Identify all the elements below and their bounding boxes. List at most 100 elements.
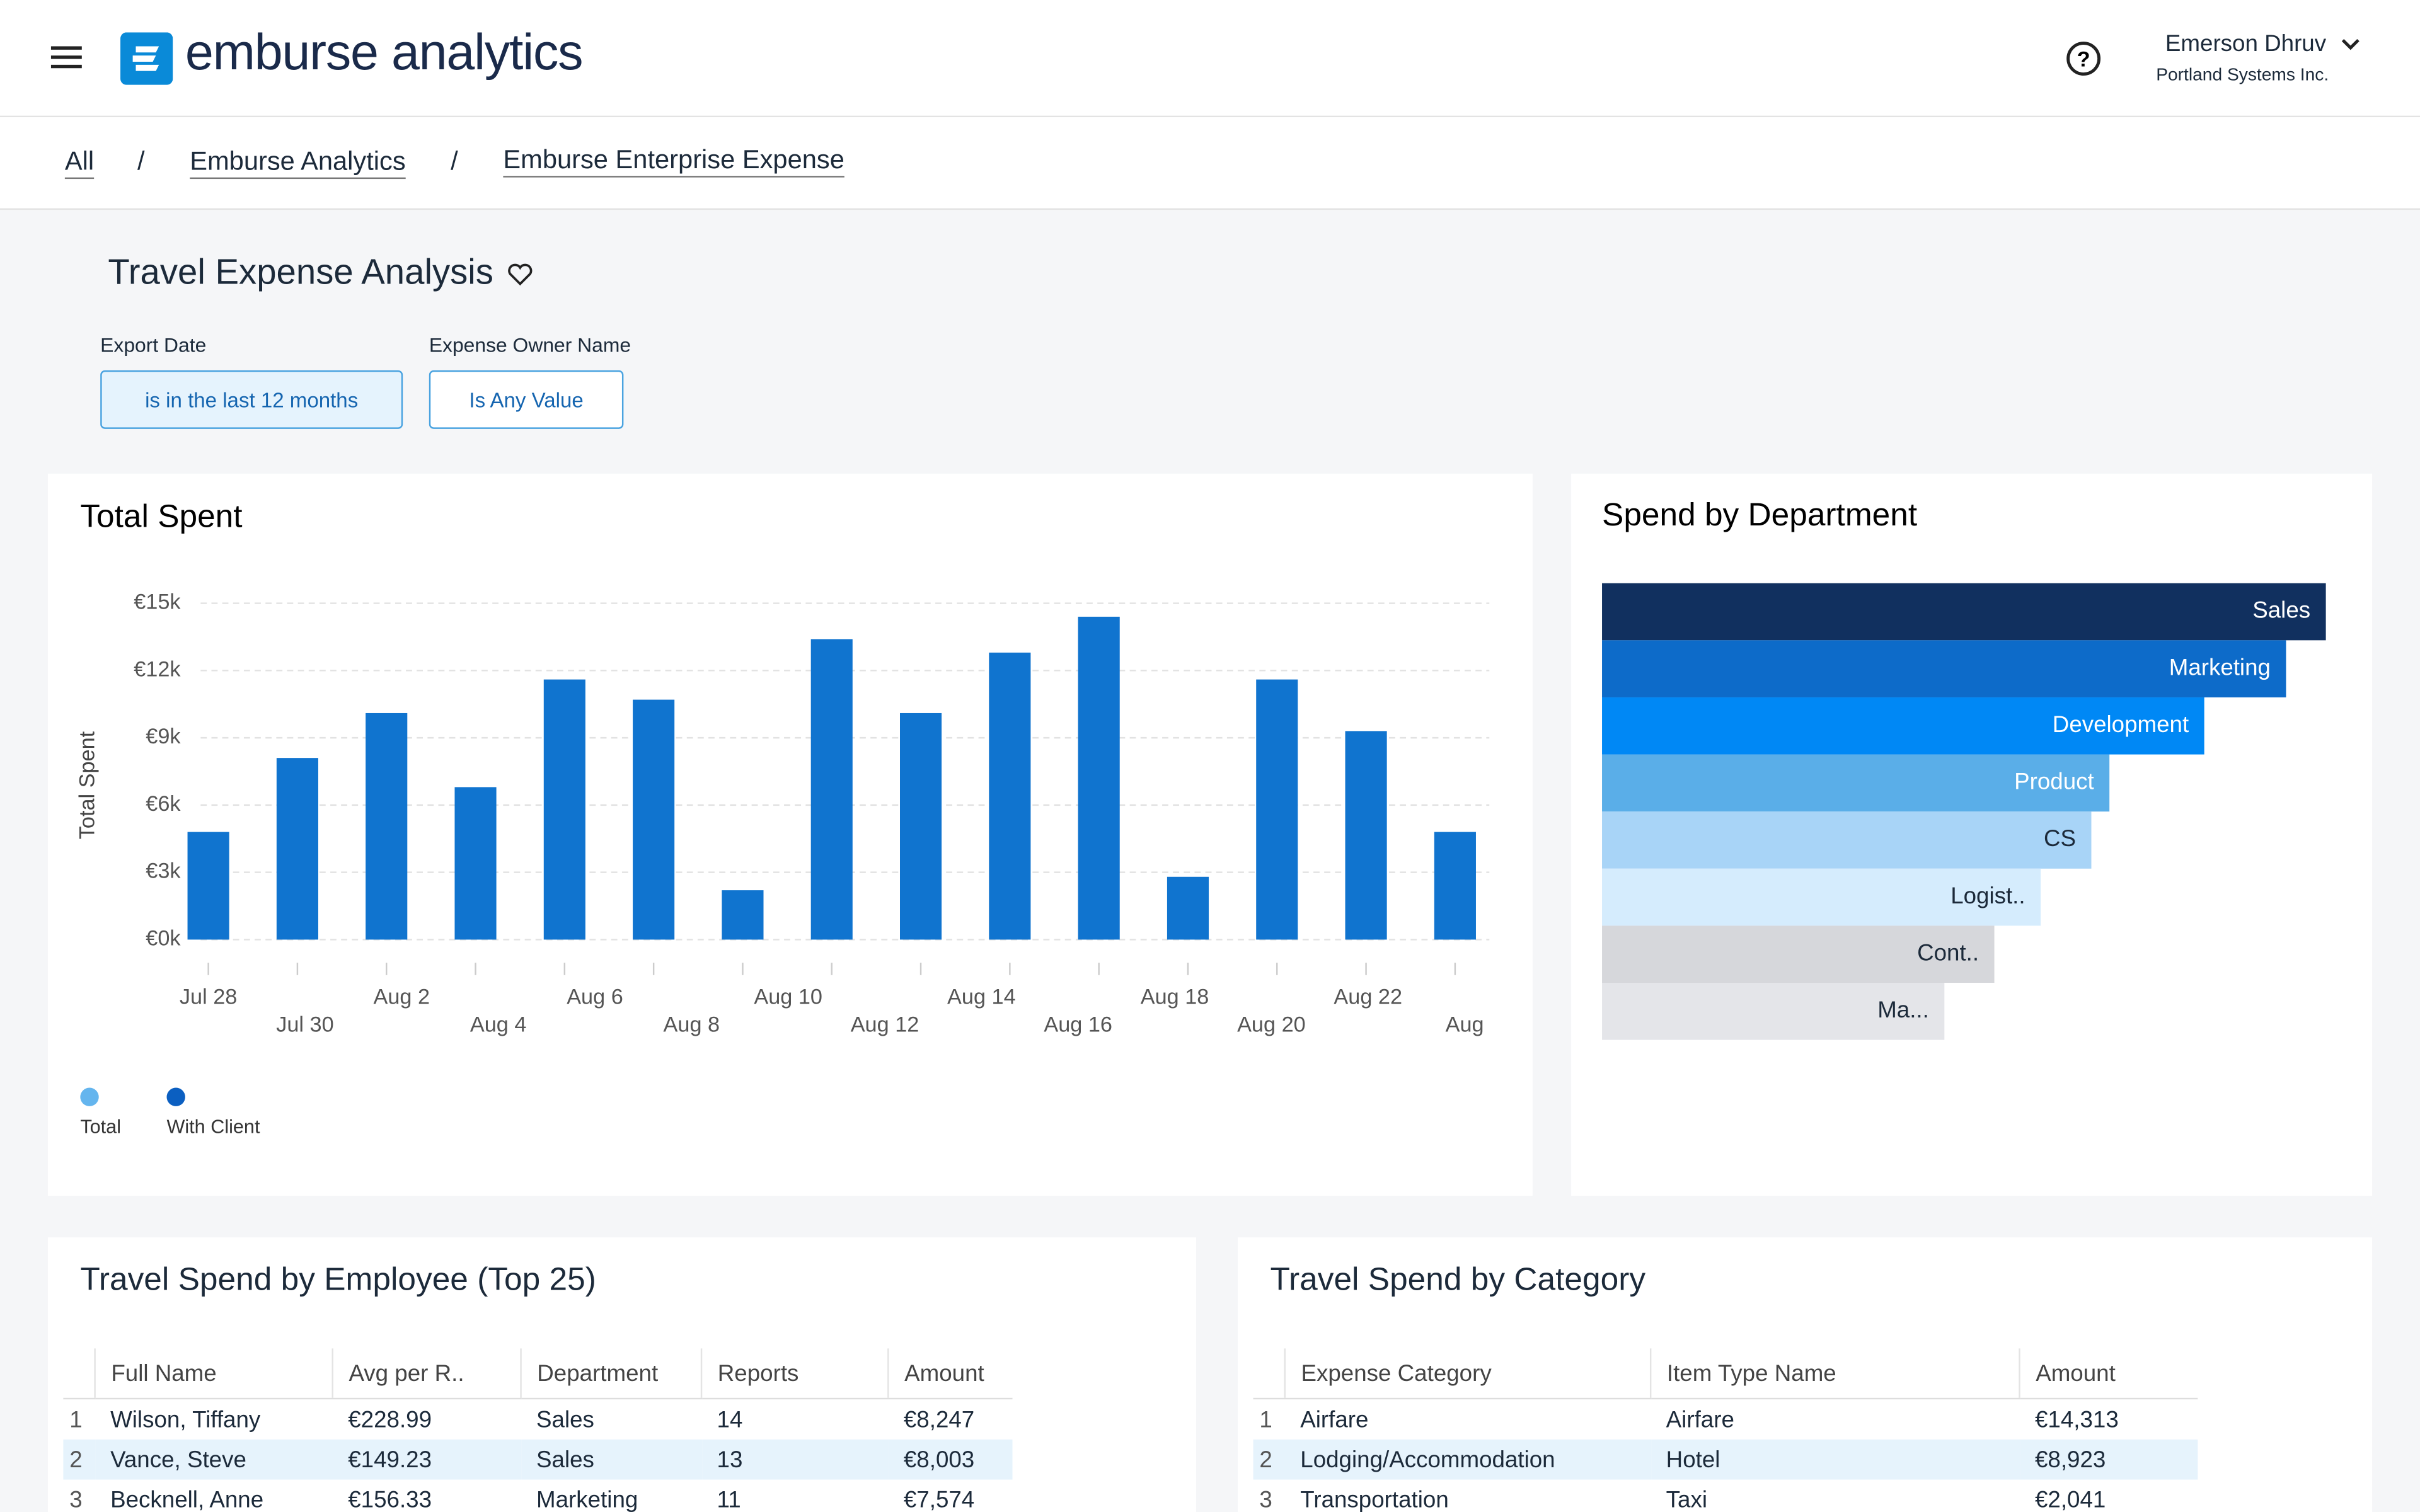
x-tick-label: Jul 30 xyxy=(276,1013,333,1037)
header-cell: Expense Category xyxy=(1284,1348,1651,1400)
bar-label: Product xyxy=(2014,769,2094,794)
bar xyxy=(1434,832,1476,940)
bar-label: Sales xyxy=(2252,597,2310,623)
cell: €149.23 xyxy=(332,1439,521,1480)
x-tick-label: Aug 14 xyxy=(947,985,1016,1009)
cell: 1 xyxy=(1259,1406,1272,1433)
header-cell: Item Type Name xyxy=(1649,1348,2020,1400)
bar xyxy=(276,758,318,940)
breadcrumb[interactable]: All xyxy=(64,146,95,176)
bar xyxy=(633,699,675,940)
favorite-icon[interactable] xyxy=(506,262,534,287)
bar xyxy=(366,713,408,940)
legend-marker xyxy=(166,1087,185,1106)
bar-label: Marketing xyxy=(2169,654,2271,680)
cell: 3 xyxy=(1259,1486,1272,1512)
bar xyxy=(810,639,853,940)
bar xyxy=(1602,697,2204,755)
cell: €2,041 xyxy=(2034,1486,2106,1512)
filter-button[interactable]: Is Any Value xyxy=(429,370,624,429)
filter-button[interactable]: is in the last 12 months xyxy=(100,370,403,429)
cell: Marketing xyxy=(536,1486,638,1512)
header-cell: Amount xyxy=(887,1348,1013,1400)
logo-icon xyxy=(120,32,173,85)
x-tick-label: Aug 22 xyxy=(1334,985,1402,1009)
cell: Becknell, Anne xyxy=(110,1486,264,1512)
cell: 1 xyxy=(69,1406,83,1433)
category-table: Expense Category Item Type Name Amount 1 Air… xyxy=(1253,1348,2198,1512)
cell: Lodging/Accommodation xyxy=(1284,1439,1651,1480)
breadcrumb[interactable]: Emburse Enterprise Expense xyxy=(503,145,844,175)
bar-label: Cont.. xyxy=(1917,939,1979,965)
cell: Wilson, Tiffany xyxy=(110,1406,261,1433)
filter-label: Expense Owner Name xyxy=(429,333,631,357)
employee-table: Full Name Avg per R.. Department Reports Amo… xyxy=(63,1348,1013,1512)
cell: Taxi xyxy=(1666,1486,1708,1512)
cell: 3 xyxy=(69,1486,83,1512)
cell: €228.99 xyxy=(348,1406,432,1433)
row: 1 Airfare Airfare €14,313 xyxy=(1253,1399,2198,1440)
bar xyxy=(1345,731,1387,940)
header-cell xyxy=(1253,1348,1285,1400)
header-cell: Amount xyxy=(2019,1348,2198,1400)
top-bar: emburse analytics ? Emerson Dhruv Portla… xyxy=(0,0,2420,118)
bar xyxy=(1602,811,2092,869)
cell: Transportation xyxy=(1300,1486,1449,1512)
header-cell: Avg per R.. xyxy=(331,1348,521,1400)
breadcrumb-bar xyxy=(0,117,2420,210)
row: 2 Lodging/Accommodation Hotel €8,923 xyxy=(1253,1439,2198,1480)
x-tick-label: Aug 16 xyxy=(1044,1013,1112,1037)
chart-title: Spend by Department xyxy=(1602,496,1917,532)
x-tick-label: Aug 4 xyxy=(470,1013,527,1037)
x-tick-label: Aug 18 xyxy=(1141,985,1209,1009)
bar xyxy=(187,832,229,940)
bar xyxy=(989,652,1031,940)
y-tick-label: €12k xyxy=(134,657,181,681)
legend-marker xyxy=(80,1087,99,1106)
bar xyxy=(1602,925,1995,983)
page-title: Travel Expense Analysis xyxy=(108,251,493,292)
bar xyxy=(900,713,942,940)
bar-label: CS xyxy=(2044,825,2076,851)
bar xyxy=(1078,616,1120,940)
separator: / xyxy=(451,146,458,176)
x-tick-label: Aug 20 xyxy=(1237,1013,1306,1037)
y-tick-label: €0k xyxy=(146,926,181,950)
svg-text:?: ? xyxy=(2077,47,2090,71)
cell: 13 xyxy=(701,1439,889,1480)
bar xyxy=(454,787,497,940)
x-tick-label: Aug 2 xyxy=(374,985,430,1009)
bar-label: Logist.. xyxy=(1950,883,2025,908)
cell: €7,574 xyxy=(903,1486,975,1512)
company: Portland Systems Inc. xyxy=(2156,66,2329,85)
y-tick-label: €9k xyxy=(146,724,181,748)
cell: Sales xyxy=(521,1439,702,1480)
bar xyxy=(1167,876,1209,940)
bar-label: Development xyxy=(2053,711,2189,737)
bar xyxy=(1602,583,2326,641)
cell: 2 xyxy=(63,1439,95,1480)
x-tick-label: Aug xyxy=(1446,1013,1484,1037)
x-tick-label: Aug 8 xyxy=(664,1013,720,1037)
cell: €156.33 xyxy=(348,1486,432,1512)
bar xyxy=(543,679,585,940)
cell: Airfare xyxy=(1300,1406,1369,1433)
user-name[interactable]: Emerson Dhruv xyxy=(2165,30,2327,57)
legend-label: Total xyxy=(80,1116,121,1137)
cell: 11 xyxy=(717,1486,741,1512)
row: 2 Vance, Steve €149.23 Sales 13 €8,003 xyxy=(63,1439,1013,1480)
breadcrumb[interactable]: Emburse Analytics xyxy=(190,146,406,176)
chevron[interactable] xyxy=(2340,37,2361,52)
cell: €8,003 xyxy=(888,1439,1013,1480)
bar xyxy=(1602,868,2041,926)
cell: €8,247 xyxy=(903,1406,975,1433)
header-cell xyxy=(63,1348,95,1400)
menu-icon[interactable] xyxy=(50,45,85,72)
legend-label: With Client xyxy=(166,1116,260,1137)
cell: Airfare xyxy=(1666,1406,1734,1433)
help-icon[interactable]: ? xyxy=(2065,40,2102,77)
cell: Sales xyxy=(536,1406,594,1433)
header-row: Full Name Avg per R.. Department Reports Amo… xyxy=(63,1348,1013,1400)
cell: 14 xyxy=(717,1406,743,1433)
